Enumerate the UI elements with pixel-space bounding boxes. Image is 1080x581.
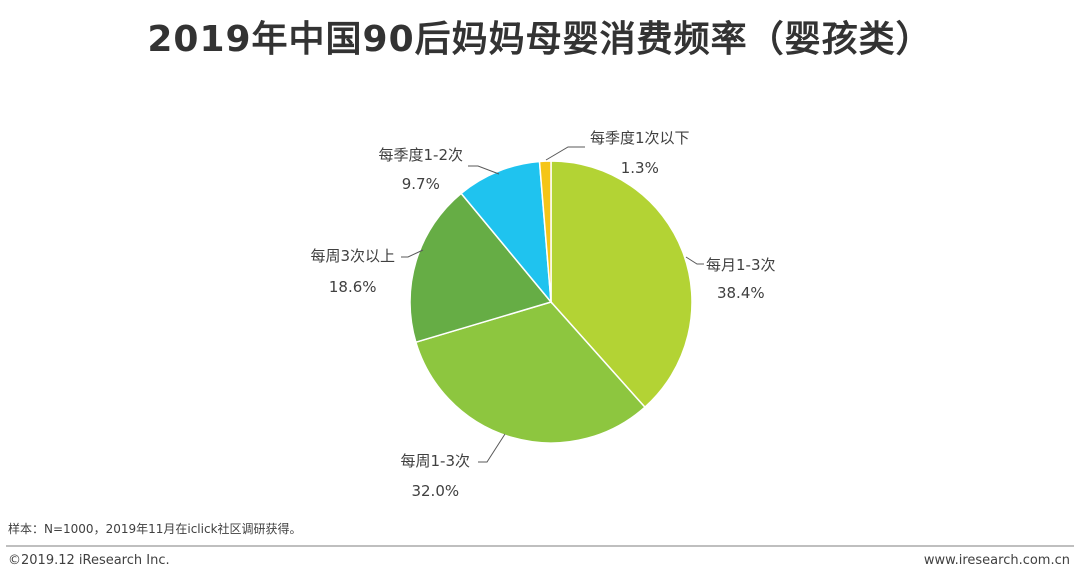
slice-category-label: 每季度1次以下 xyxy=(590,129,690,147)
slice-category-label: 每周1-3次 xyxy=(401,452,471,470)
leader-line xyxy=(545,146,585,161)
pie-slice xyxy=(460,160,552,305)
leader-line xyxy=(478,433,506,463)
slice-category-label: 每周3次以上 xyxy=(310,247,395,265)
slice-category-label: 每月1-3次 xyxy=(706,256,776,274)
leader-line xyxy=(401,249,424,258)
slice-value-label: 18.6% xyxy=(329,278,377,296)
chart-title: 2019年中国90后妈妈母婴消费频率（婴孩类） xyxy=(147,19,933,60)
slice-value-label: 38.4% xyxy=(717,284,765,302)
slice-category-label: 每季度1-2次 xyxy=(379,146,464,164)
slice-value-label: 9.7% xyxy=(402,175,440,193)
pie-slice xyxy=(538,160,552,303)
slice-value-label: 1.3% xyxy=(621,159,659,177)
leader-line xyxy=(468,165,500,175)
website-url: www.iresearch.com.cn xyxy=(923,553,1070,568)
footer-divider xyxy=(6,545,1074,547)
pie-slice xyxy=(414,301,646,444)
slice-value-label: 32.0% xyxy=(411,482,459,500)
sample-note: 样本：N=1000，2019年11月在iclick社区调研获得。 xyxy=(8,522,302,536)
leader-line xyxy=(685,256,704,265)
copyright-text: ©2019.12 iResearch Inc. xyxy=(8,553,170,568)
pie-slice xyxy=(409,192,553,344)
pie-slice xyxy=(550,160,693,409)
